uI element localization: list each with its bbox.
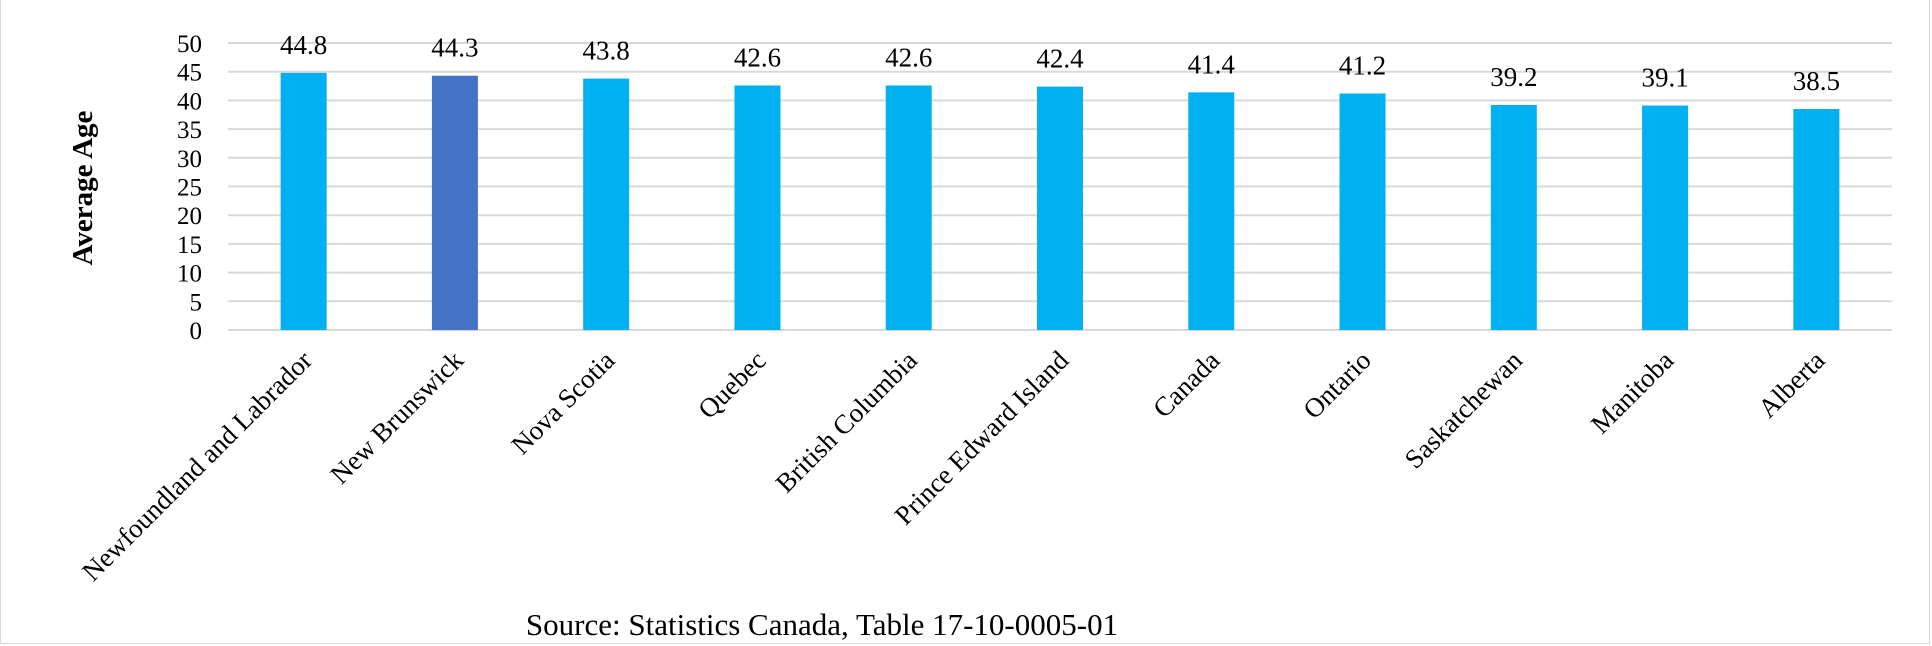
y-tick-label: 45 <box>177 60 202 87</box>
bar <box>886 85 932 330</box>
bar <box>734 85 780 330</box>
category-label: Alberta <box>1752 345 1830 423</box>
category-label: Ontario <box>1297 345 1377 425</box>
bar <box>1642 106 1688 330</box>
category-label: Newfoundland and Labrador <box>76 345 318 587</box>
category-label: Manitoba <box>1585 345 1679 439</box>
data-label: 42.4 <box>1036 44 1084 74</box>
data-label: 42.6 <box>734 42 781 72</box>
data-label: 39.2 <box>1490 62 1537 92</box>
data-label: 44.8 <box>280 30 327 60</box>
y-tick-label: 30 <box>177 146 202 173</box>
bar <box>1340 94 1386 330</box>
bar <box>1491 105 1537 330</box>
source-note: Source: Statistics Canada, Table 17-10-0… <box>526 607 1118 642</box>
category-label: Quebec <box>692 345 772 425</box>
y-tick-label: 50 <box>177 31 202 58</box>
data-label: 39.1 <box>1641 63 1688 93</box>
data-labels: 44.8 44.3 43.8 42.6 42.6 42.4 41.4 41.2 39.2 39.1… <box>280 30 1840 96</box>
bar <box>1037 87 1083 330</box>
data-label: 41.4 <box>1188 49 1236 79</box>
y-tick-label: 20 <box>177 203 202 230</box>
bar <box>1188 92 1234 330</box>
bar <box>281 73 327 330</box>
y-tick-label: 5 <box>190 289 203 316</box>
y-tick-label: 15 <box>177 232 202 259</box>
bar <box>583 79 629 330</box>
y-tick-label: 0 <box>190 318 203 345</box>
y-tick-label: 40 <box>177 88 202 115</box>
category-label: Nova Scotia <box>505 345 620 460</box>
y-tick-label: 35 <box>177 117 202 144</box>
data-label: 42.6 <box>885 42 932 72</box>
category-label: Canada <box>1147 345 1225 423</box>
data-label: 41.2 <box>1339 51 1386 81</box>
category-label: New Brunswick <box>324 345 469 490</box>
y-axis-title: Average Age <box>67 110 99 265</box>
data-label: 43.8 <box>583 36 630 66</box>
data-label: 38.5 <box>1793 66 1840 96</box>
bars <box>281 73 1840 330</box>
y-tick-label: 10 <box>177 261 202 288</box>
data-label: 44.3 <box>431 33 478 63</box>
category-label: Saskatchewan <box>1399 345 1529 475</box>
category-label: British Columbia <box>770 345 923 498</box>
bar <box>1793 109 1839 330</box>
bar <box>432 76 478 330</box>
category-labels: Newfoundland and Labrador New Brunswick No… <box>76 345 1830 587</box>
y-tick-label: 25 <box>177 175 202 202</box>
